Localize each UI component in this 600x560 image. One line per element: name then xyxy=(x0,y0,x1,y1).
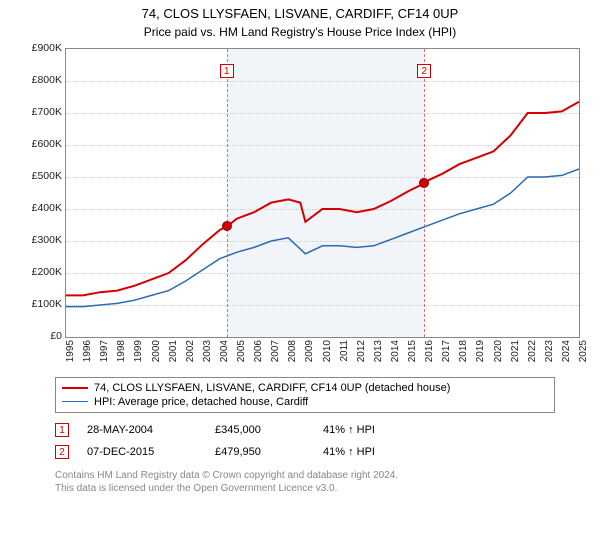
x-tick-label: 1998 xyxy=(116,340,127,362)
y-tick-label: £100K xyxy=(20,298,62,310)
x-tick-label: 1997 xyxy=(99,340,110,362)
x-tick-label: 2022 xyxy=(527,340,538,362)
sale-row: 1 28-MAY-2004 £345,000 41% ↑ HPI xyxy=(55,419,590,441)
sale-price: £345,000 xyxy=(215,424,305,436)
sales-table: 1 28-MAY-2004 £345,000 41% ↑ HPI 2 07-DEC-201… xyxy=(55,419,590,463)
legend: 74, CLOS LLYSFAEN, LISVANE, CARDIFF, CF1… xyxy=(55,377,555,413)
legend-item: HPI: Average price, detached house, Card… xyxy=(62,395,548,409)
x-tick-label: 2001 xyxy=(168,340,179,362)
x-tick-label: 2009 xyxy=(304,340,315,362)
series-line xyxy=(66,169,579,307)
x-tick-label: 1995 xyxy=(65,340,76,362)
sale-dot xyxy=(222,221,232,231)
x-tick-label: 2012 xyxy=(356,340,367,362)
x-tick-label: 2006 xyxy=(253,340,264,362)
x-tick-label: 2015 xyxy=(407,340,418,362)
y-tick-label: £700K xyxy=(20,106,62,118)
x-tick-label: 2014 xyxy=(390,340,401,362)
x-tick-label: 2002 xyxy=(185,340,196,362)
x-tick-label: 2023 xyxy=(544,340,555,362)
sale-diff: 41% ↑ HPI xyxy=(323,446,413,458)
page-title: 74, CLOS LLYSFAEN, LISVANE, CARDIFF, CF1… xyxy=(10,6,590,23)
x-tick-label: 2000 xyxy=(151,340,162,362)
x-tick-label: 2019 xyxy=(475,340,486,362)
page-subtitle: Price paid vs. HM Land Registry's House … xyxy=(10,25,590,39)
x-tick-label: 2021 xyxy=(510,340,521,362)
x-tick-label: 2004 xyxy=(219,340,230,362)
x-tick-label: 1999 xyxy=(133,340,144,362)
y-tick-label: £0 xyxy=(20,330,62,342)
x-tick-label: 2010 xyxy=(322,340,333,362)
y-tick-label: £400K xyxy=(20,202,62,214)
x-tick-label: 2013 xyxy=(373,340,384,362)
sale-date: 28-MAY-2004 xyxy=(87,424,197,436)
x-tick-label: 2017 xyxy=(441,340,452,362)
sale-date: 07-DEC-2015 xyxy=(87,446,197,458)
sale-row-marker: 1 xyxy=(55,423,69,437)
x-tick-label: 2005 xyxy=(236,340,247,362)
sale-row: 2 07-DEC-2015 £479,950 41% ↑ HPI xyxy=(55,441,590,463)
x-tick-label: 2007 xyxy=(270,340,281,362)
x-tick-label: 2016 xyxy=(424,340,435,362)
legend-label: HPI: Average price, detached house, Card… xyxy=(94,396,308,408)
chart: £0 £100K £200K £300K £400K £500K £600K £700K £80… xyxy=(20,43,580,373)
line-series xyxy=(66,49,579,337)
y-tick-label: £500K xyxy=(20,170,62,182)
x-tick-label: 2020 xyxy=(493,340,504,362)
legend-swatch xyxy=(62,401,88,402)
sale-diff: 41% ↑ HPI xyxy=(323,424,413,436)
y-tick-label: £300K xyxy=(20,234,62,246)
y-tick-label: £600K xyxy=(20,138,62,150)
x-tick-label: 2018 xyxy=(458,340,469,362)
footer-line-2: This data is licensed under the Open Gov… xyxy=(55,482,590,495)
plot-area: 12 xyxy=(65,48,580,338)
y-tick-label: £900K xyxy=(20,42,62,54)
x-tick-label: 2024 xyxy=(561,340,572,362)
x-tick-label: 2011 xyxy=(339,340,350,362)
y-tick-label: £800K xyxy=(20,74,62,86)
sale-marker-1: 1 xyxy=(220,64,234,78)
legend-item: 74, CLOS LLYSFAEN, LISVANE, CARDIFF, CF1… xyxy=(62,381,548,395)
legend-label: 74, CLOS LLYSFAEN, LISVANE, CARDIFF, CF1… xyxy=(94,382,450,394)
x-tick-label: 2025 xyxy=(578,340,589,362)
sale-price: £479,950 xyxy=(215,446,305,458)
footer-line-1: Contains HM Land Registry data © Crown c… xyxy=(55,469,590,482)
sale-row-marker: 2 xyxy=(55,445,69,459)
x-tick-label: 2008 xyxy=(287,340,298,362)
sale-marker-2: 2 xyxy=(417,64,431,78)
footer-attribution: Contains HM Land Registry data © Crown c… xyxy=(55,469,590,495)
x-tick-label: 1996 xyxy=(82,340,93,362)
sale-dot xyxy=(419,178,429,188)
x-tick-label: 2003 xyxy=(202,340,213,362)
legend-swatch xyxy=(62,387,88,389)
y-tick-label: £200K xyxy=(20,266,62,278)
